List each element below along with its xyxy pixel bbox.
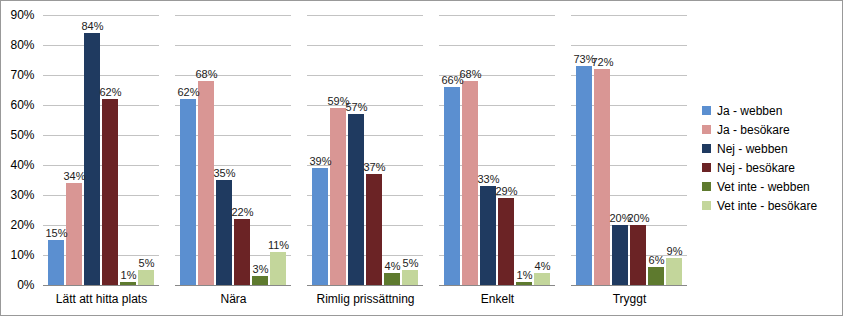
svg-text:62%: 62% (177, 86, 199, 98)
svg-text:22%: 22% (231, 206, 253, 218)
svg-text:3%: 3% (253, 263, 269, 275)
svg-text:29%: 29% (495, 185, 517, 197)
html-text:Nej - besökare: Nej - besökare (717, 160, 795, 175)
svg-text:33%: 33% (477, 173, 499, 185)
svg-text:Enkelt: Enkelt (481, 292, 515, 306)
html-text:Ja - webben: Ja - webben (717, 103, 783, 118)
svg-text:84%: 84% (81, 20, 103, 32)
html-text:Vet inte - webben: Vet inte - webben (717, 179, 810, 194)
html-text:Nej - webben: Nej - webben (717, 141, 788, 156)
svg-text:57%: 57% (345, 101, 367, 113)
svg-text:30%: 30% (10, 188, 34, 202)
svg-text:5%: 5% (139, 257, 155, 269)
svg-text:6%: 6% (649, 254, 665, 266)
svg-text:66%: 66% (441, 74, 464, 86)
svg-text:37%: 37% (363, 161, 385, 173)
svg-text:80%: 80% (10, 38, 34, 52)
svg-text:68%: 68% (195, 68, 217, 80)
svg-text:Lätt att hitta plats: Lätt att hitta plats (56, 292, 147, 306)
svg-text:10%: 10% (10, 248, 34, 262)
svg-text:73%: 73% (573, 53, 596, 65)
svg-text:Tryggt: Tryggt (613, 292, 647, 306)
svg-text:39%: 39% (309, 155, 331, 167)
svg-text:20%: 20% (609, 212, 632, 224)
svg-text:20%: 20% (10, 218, 34, 232)
svg-text:34%: 34% (63, 170, 85, 182)
svg-text:Nära: Nära (220, 292, 246, 306)
svg-text:50%: 50% (10, 128, 34, 142)
svg-text:35%: 35% (213, 167, 235, 179)
svg-text:15%: 15% (45, 227, 67, 239)
svg-text:Rimlig prissättning: Rimlig prissättning (316, 292, 414, 306)
svg-text:62%: 62% (99, 86, 121, 98)
svg-text:20%: 20% (627, 212, 649, 224)
html-text:Ja - besökare: Ja - besökare (717, 122, 790, 137)
html-text:Vet inte - besökare: Vet inte - besökare (717, 198, 818, 213)
svg-text:90%: 90% (10, 8, 34, 22)
svg-text:5%: 5% (403, 257, 419, 269)
svg-text:72%: 72% (591, 56, 613, 68)
svg-text:40%: 40% (10, 158, 34, 172)
svg-text:4%: 4% (535, 260, 551, 272)
svg-text:9%: 9% (667, 245, 683, 257)
svg-text:60%: 60% (10, 98, 34, 112)
svg-text:68%: 68% (459, 68, 481, 80)
svg-text:1%: 1% (121, 269, 137, 281)
svg-text:4%: 4% (385, 260, 401, 272)
svg-text:11%: 11% (268, 239, 289, 251)
svg-text:0%: 0% (17, 278, 35, 292)
svg-text:70%: 70% (10, 68, 34, 82)
svg-text:1%: 1% (517, 269, 533, 281)
svg-text:59%: 59% (327, 95, 350, 107)
